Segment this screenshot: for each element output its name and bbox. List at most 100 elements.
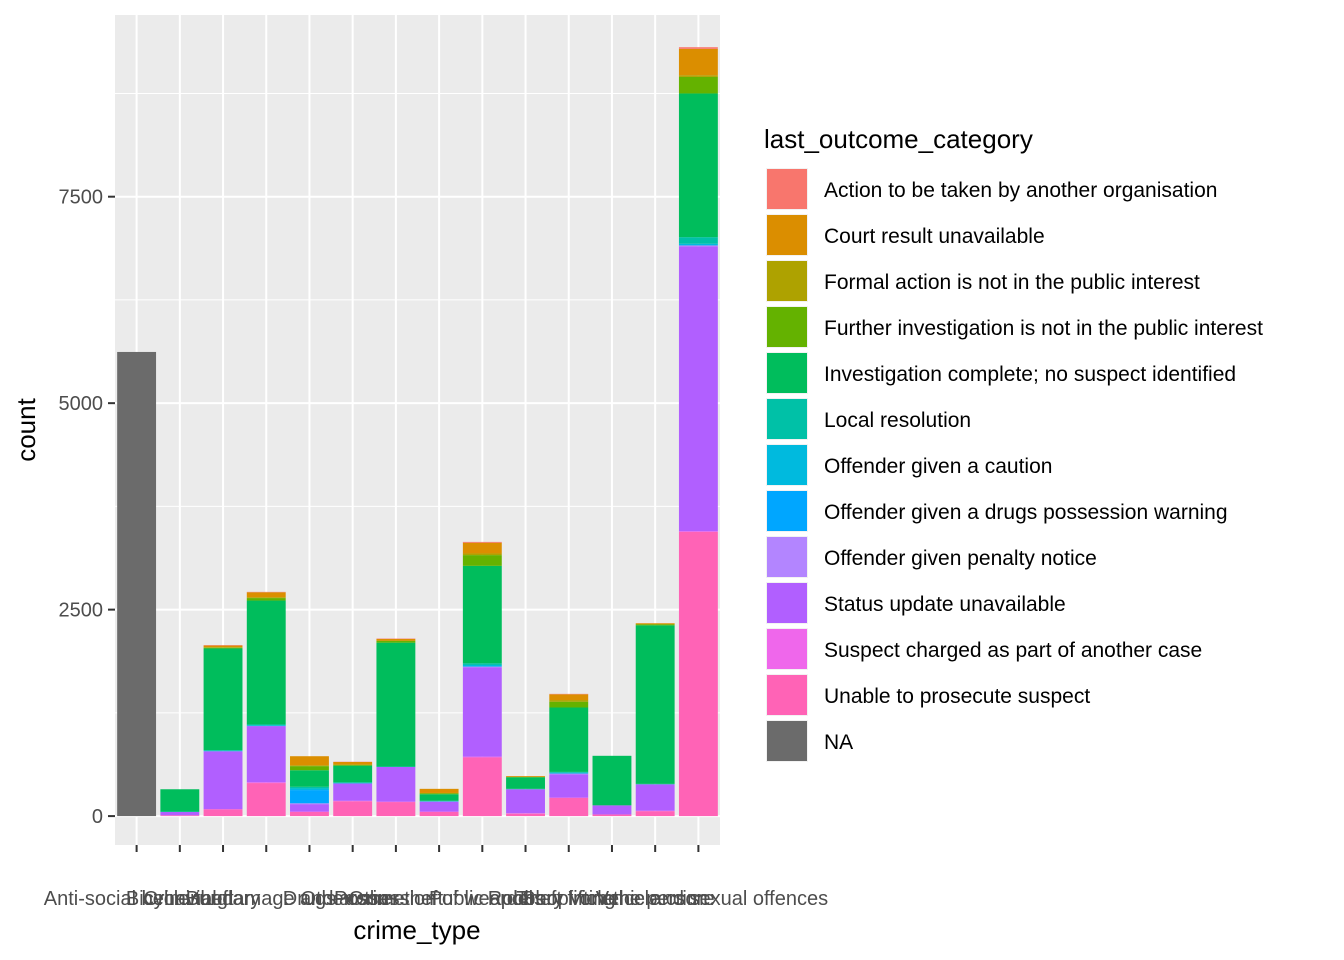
bar-segment	[290, 804, 329, 812]
bar-segment	[549, 707, 589, 772]
legend-label: Offender given penalty notice	[824, 547, 1097, 570]
bar-segment	[246, 600, 286, 725]
x-axis-title: crime_type	[353, 915, 480, 945]
bar-segment	[246, 592, 286, 598]
bar-segment	[462, 542, 502, 554]
bar-segment	[678, 246, 718, 532]
bar-segment	[376, 642, 416, 767]
bar-segment	[376, 638, 416, 641]
bar-segment	[333, 782, 373, 784]
bar-segment	[592, 805, 632, 815]
bar-segment	[678, 76, 718, 94]
bar-segment	[549, 797, 589, 817]
legend-key	[767, 675, 807, 715]
bar-segment	[462, 666, 502, 668]
legend-label: Status update unavailable	[824, 593, 1066, 616]
bar-segment	[678, 47, 718, 49]
x-tick-label: Criminal damage and arson	[143, 888, 389, 910]
bar-segment	[203, 750, 243, 751]
x-tick-label: Other crime	[300, 888, 404, 910]
legend-title: last_outcome_category	[764, 124, 1033, 154]
x-tick-label: Anti-social behaviour	[44, 888, 230, 910]
bar-segment	[635, 625, 675, 784]
bar-segment	[419, 794, 459, 801]
bar-segment	[549, 774, 589, 798]
bar-segment	[246, 724, 286, 726]
legend-label: Action to be taken by another organisati…	[824, 179, 1217, 202]
bar-segment	[160, 789, 200, 812]
bar-segment	[462, 565, 502, 664]
bar-segment	[462, 664, 502, 667]
legend-label: Investigation complete; no suspect ident…	[824, 363, 1236, 386]
bar-segment	[678, 93, 718, 238]
bar-segment	[246, 725, 286, 727]
bar-segment	[592, 755, 632, 806]
legend-key	[767, 583, 807, 623]
x-tick-label: Burglary	[186, 888, 260, 910]
bar-segment	[462, 757, 502, 817]
bar-segment	[678, 237, 718, 244]
bar-segment	[635, 623, 675, 625]
bar-segment	[376, 802, 416, 817]
legend: last_outcome_category Action to be taken…	[764, 124, 1263, 762]
bar-segment	[635, 784, 675, 811]
bar-segment	[462, 663, 502, 665]
bar-segment	[203, 809, 243, 817]
bar-segment	[117, 351, 157, 817]
bar-segment	[290, 811, 329, 817]
bar-segment	[376, 766, 416, 802]
y-axis: 0 2500 5000 7500	[59, 187, 115, 828]
legend-label: NA	[824, 731, 853, 754]
legend-key	[767, 491, 807, 531]
x-tick-label: Public order	[429, 888, 536, 910]
x-tick-label: Other theft	[349, 888, 444, 910]
bar-segment	[549, 694, 589, 701]
bar-segment	[290, 803, 329, 805]
legend-label: Suspect charged as part of another case	[824, 639, 1202, 662]
bar-segment	[333, 801, 373, 817]
bar-segment	[506, 776, 545, 777]
bar-segment	[462, 553, 502, 556]
bar-segment	[462, 756, 502, 758]
bar-segment	[246, 782, 286, 784]
bar-segment	[678, 245, 718, 247]
x-tick-label: Bicycle theft	[126, 888, 234, 910]
y-tick-label: 0	[92, 806, 103, 828]
x-tick-label: Vehicle crime	[596, 888, 715, 910]
legend-key	[767, 169, 807, 209]
bar-segment	[549, 773, 589, 775]
x-tick-label: Robbery	[488, 888, 564, 910]
legend-label: Court result unavailable	[824, 225, 1045, 248]
bar-segment	[462, 555, 502, 566]
bar-segment	[333, 762, 373, 765]
bar-segment	[419, 793, 459, 795]
legend-key	[767, 353, 807, 393]
bar-segment	[246, 726, 286, 783]
bar-segment	[678, 243, 718, 246]
bar-segment	[290, 766, 329, 771]
bar-segment	[290, 756, 329, 766]
bar-segment	[290, 788, 329, 791]
x-tick-label: Theft from the person	[516, 888, 707, 910]
bar-segment	[203, 648, 243, 751]
bar-segment	[290, 786, 329, 789]
bar-segment	[678, 75, 718, 77]
bar-segment	[160, 815, 200, 817]
legend-label: Unable to prosecute suspect	[824, 685, 1090, 708]
bar-segment	[246, 598, 286, 601]
bar-segment	[160, 811, 200, 816]
bar-segment	[506, 789, 545, 814]
bar-segment	[678, 531, 718, 817]
bar-segment	[290, 765, 329, 767]
bar-segment	[506, 777, 545, 789]
bar-segment	[678, 531, 718, 532]
y-tick-label: 7500	[59, 187, 104, 209]
legend-label: Formal action is not in the public inter…	[824, 271, 1200, 294]
x-tick-label: Drugs	[283, 888, 336, 910]
legend-label: Offender given a caution	[824, 455, 1052, 478]
legend-key	[767, 721, 807, 761]
bar-segment	[203, 645, 243, 648]
bar-segment	[203, 751, 243, 810]
bar-segment	[376, 641, 416, 643]
y-tick-label: 2500	[59, 600, 104, 622]
